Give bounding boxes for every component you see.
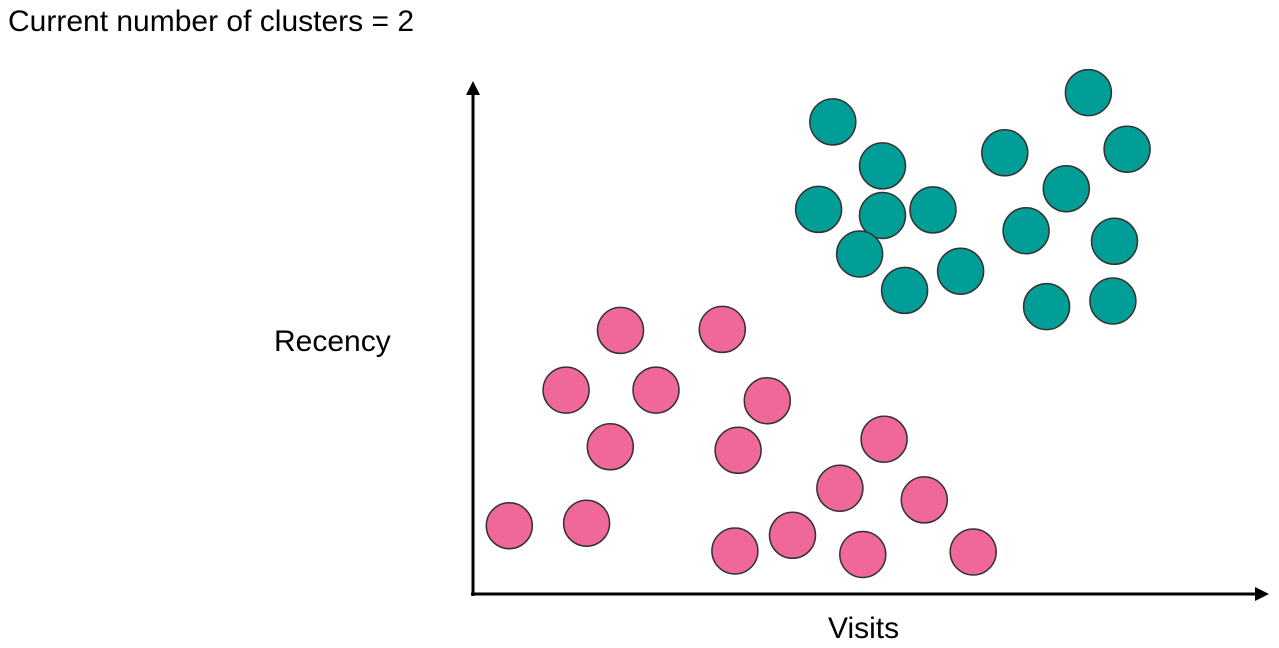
- cluster-2-point-10: [900, 476, 949, 524]
- cluster-2-point-11: [485, 501, 534, 550]
- cluster-2-point-13: [768, 511, 817, 560]
- cluster-1-point-12: [1103, 125, 1151, 173]
- cluster-1-point-7: [880, 266, 929, 315]
- cluster-1-point-15: [1022, 282, 1071, 331]
- cluster-2-point-1: [596, 306, 645, 355]
- y-axis-label: Recency: [274, 325, 391, 358]
- cluster-1-point-11: [1042, 164, 1091, 213]
- cluster-2-point-3: [542, 366, 590, 414]
- cluster-2-point-6: [586, 423, 635, 471]
- cluster-1-point-8: [936, 247, 985, 295]
- cluster-1-point-1: [809, 98, 857, 146]
- cluster-1-point-14: [1090, 217, 1139, 266]
- cluster-2-point-14: [711, 527, 759, 575]
- cluster-1-point-9: [981, 129, 1029, 177]
- cluster-2-point-7: [714, 426, 762, 475]
- cluster-2-point-4: [632, 366, 680, 414]
- cluster-2-point-12: [562, 499, 611, 547]
- cluster-2-point-5: [743, 376, 792, 425]
- cluster-2-point-8: [860, 415, 908, 463]
- cluster-2-point-15: [839, 530, 887, 579]
- cluster-1-point-3: [794, 185, 843, 234]
- cluster-1-point-13: [1002, 206, 1050, 255]
- cluster-1-point-6: [835, 230, 884, 278]
- x-axis-label: Visits: [828, 612, 900, 645]
- cluster-1-point-2: [858, 142, 907, 190]
- page-title: Current number of clusters = 2: [8, 5, 415, 38]
- cluster-2-point-16: [949, 528, 997, 576]
- data-points: [485, 68, 1151, 579]
- cluster-1-point-5: [909, 186, 957, 234]
- cluster-2-point-9: [816, 464, 864, 512]
- cluster-1-point-16: [1089, 277, 1137, 325]
- cluster-2-point-2: [698, 305, 747, 354]
- cluster-1-point-10: [1064, 68, 1113, 117]
- cluster-1-point-4: [858, 191, 907, 240]
